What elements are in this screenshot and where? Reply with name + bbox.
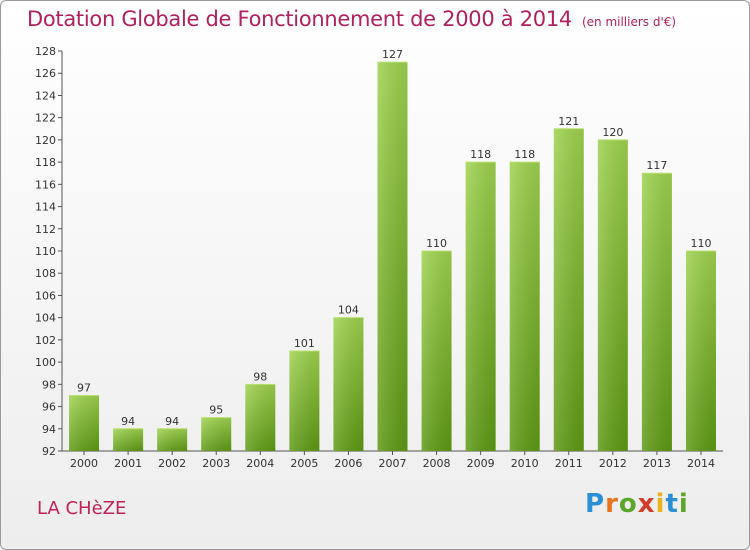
- bar-shade: [685, 251, 716, 451]
- x-tick-label: 2009: [467, 457, 495, 470]
- commune-name: LA CHèZE: [37, 498, 127, 519]
- axes: 92 94 96 98 100 102 104 106 108 110 112 114 116 118 12…: [35, 45, 723, 470]
- bar-shade: [333, 317, 364, 451]
- bar-value-label: 110: [426, 237, 447, 250]
- y-tick-label: 112: [35, 223, 56, 236]
- x-tick-label: 2013: [643, 457, 671, 470]
- x-tick-label: 2007: [379, 457, 407, 470]
- x-tick-label: 2012: [599, 457, 627, 470]
- bar-shade: [509, 162, 540, 451]
- bar-value-label: 94: [121, 415, 135, 428]
- y-tick-label: 128: [35, 45, 56, 58]
- y-tick-label: 104: [35, 312, 56, 325]
- y-tick-label: 102: [35, 334, 56, 347]
- y-tick-label: 120: [35, 134, 56, 147]
- chart-title: Dotation Globale de Fonctionnement de 20…: [27, 7, 572, 31]
- y-tick-label: 124: [35, 89, 56, 102]
- x-tick-label: 2010: [511, 457, 539, 470]
- bar-value-label: 94: [165, 415, 179, 428]
- x-tick-label: 2008: [423, 457, 451, 470]
- y-tick-label: 108: [35, 267, 56, 280]
- y-tick-label: 92: [42, 445, 56, 458]
- x-tick-label: 2014: [687, 457, 715, 470]
- x-tick-label: 2003: [202, 457, 230, 470]
- bar-value-label: 97: [77, 381, 91, 394]
- proxiti-logo: Proxiti: [585, 489, 689, 519]
- y-tick-label: 126: [35, 67, 56, 80]
- bar-value-label: 121: [558, 115, 579, 128]
- bar-shade: [157, 428, 188, 451]
- x-tick-label: 2002: [158, 457, 186, 470]
- x-tick-label: 2011: [555, 457, 583, 470]
- y-tick-label: 94: [42, 423, 56, 436]
- y-tick-label: 96: [42, 401, 56, 414]
- unit-note: (en milliers d'€): [581, 15, 677, 29]
- bar-value-label: 120: [602, 126, 623, 139]
- bar-shade: [465, 162, 496, 451]
- bar-shade: [245, 384, 276, 451]
- bar-value-label: 118: [514, 148, 535, 161]
- logo-letter: P: [585, 489, 606, 519]
- bar-shade: [113, 428, 144, 451]
- x-tick-label: 2000: [70, 457, 98, 470]
- bars-group: [69, 61, 716, 451]
- bar-value-label: 98: [253, 370, 267, 383]
- y-tick-label: 106: [35, 289, 56, 302]
- logo-letter: t: [665, 489, 679, 519]
- value-labels-group: 97 94 94 95 98 101 104 127 110 118 118 121 120 117 110: [77, 48, 711, 428]
- bar-value-label: 117: [646, 159, 667, 172]
- x-tick-label: 2004: [246, 457, 274, 470]
- bar-shade: [201, 417, 232, 451]
- y-tick-label: 98: [42, 378, 56, 391]
- x-tick-label: 2006: [334, 457, 362, 470]
- bar-value-label: 127: [382, 48, 403, 61]
- bar-shade: [289, 351, 320, 451]
- bar-shade: [377, 62, 408, 451]
- logo-letter: x: [637, 489, 656, 519]
- y-tick-label: 110: [35, 245, 56, 258]
- logo-letter: i: [655, 489, 666, 519]
- x-tick-label: 2001: [114, 457, 142, 470]
- bar-shade: [553, 128, 584, 451]
- y-tick-label: 116: [35, 178, 56, 191]
- y-tick-label: 114: [35, 201, 56, 214]
- y-tick-label: 118: [35, 156, 56, 169]
- chart-title-block: Dotation Globale de Fonctionnement de 20…: [27, 7, 676, 31]
- bar-shade: [597, 139, 628, 451]
- logo-letter: o: [618, 489, 638, 519]
- x-tick-label: 2005: [290, 457, 318, 470]
- y-tick-label: 122: [35, 112, 56, 125]
- logo-letter: i: [678, 489, 689, 519]
- bar-value-label: 110: [690, 237, 711, 250]
- bar-value-label: 104: [338, 304, 359, 317]
- bar-shade: [69, 395, 100, 451]
- bar-shade: [641, 173, 672, 451]
- bar-value-label: 118: [470, 148, 491, 161]
- bar-shade: [421, 251, 452, 451]
- y-tick-label: 100: [35, 356, 56, 369]
- bar-value-label: 101: [294, 337, 315, 350]
- logo-letter: r: [605, 489, 619, 519]
- bar-value-label: 95: [209, 404, 223, 417]
